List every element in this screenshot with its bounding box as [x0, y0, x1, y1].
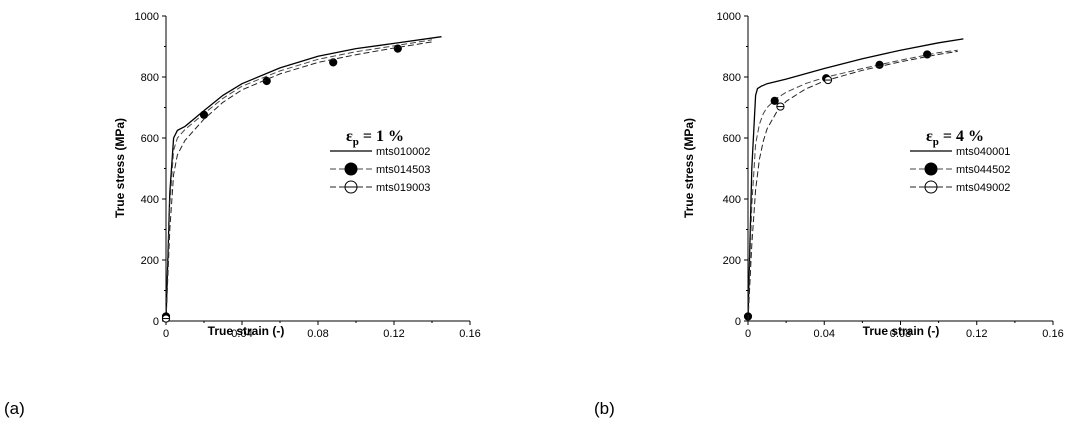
x-tick-label: 0.08 [890, 328, 911, 340]
x-axis-label-b: True strain (-) [863, 324, 940, 338]
legend-title: εp = 1 % [346, 128, 404, 148]
series-line-mts040001 [747, 38, 964, 322]
y-axis-label-b: True stress (MPa) [682, 118, 696, 218]
y-tick-label: 0 [735, 316, 741, 328]
chart-b: (b) True strain (-) True stress (MPa) 0 2… [594, 11, 1064, 418]
x-tick-label: 0.04 [814, 328, 835, 340]
series-b [743, 38, 964, 322]
legend-title-subscript: p [353, 136, 359, 148]
data-point-mts014503 [393, 44, 402, 53]
x-tick-label: 0.04 [231, 328, 252, 340]
legend-label-mts010002: mts010002 [376, 146, 430, 158]
y-tick-label: 400 [141, 194, 159, 206]
x-tick-label: 0.08 [307, 328, 328, 340]
legend-title-subscript: p [933, 136, 939, 148]
panel-label-a: (a) [4, 399, 25, 418]
series-line-mts044502 [747, 49, 958, 322]
y-tick-label: 800 [723, 72, 741, 84]
data-point-mts014503 [329, 58, 338, 67]
chart-a: (a) True strain (-) True stress (MPa) 0 2… [4, 11, 481, 418]
y-tick-label: 1000 [717, 11, 741, 23]
x-axis-label-a: True strain (-) [208, 324, 285, 338]
legend-label-mts049002: mts049002 [956, 182, 1010, 194]
y-tick-label: 1000 [135, 11, 159, 23]
y-tick-label: 400 [723, 194, 741, 206]
legend-title-value: = 1 % [359, 128, 404, 145]
y-tick-label: 600 [723, 133, 741, 145]
y-tick-label: 600 [141, 133, 159, 145]
x-tick-label: 0.12 [966, 328, 987, 340]
legend-label-mts019003: mts019003 [376, 182, 430, 194]
axes-a: 0 200 400 600 800 1000 0 0.04 0.08 0.12 0.16 [135, 11, 481, 340]
legend-marker-mts044502 [924, 162, 938, 176]
axes-b: 0 200 400 600 800 1000 0 0.04 0.08 0.12 0.16 [717, 11, 1064, 340]
y-axis-label-a: True stress (MPa) [113, 118, 127, 218]
legend-title: εp = 4 % [926, 128, 984, 148]
legend-marker-mts014503 [344, 162, 358, 176]
legend-a: εp = 1 %mts010002 mts014503 mts019003 [330, 128, 430, 194]
series-line-mts010002 [165, 36, 442, 322]
x-tick-label: 0.16 [1042, 328, 1063, 340]
series-a [161, 36, 442, 323]
legend-b: εp = 4 %mts040001 mts044502 mts049002 [910, 128, 1010, 194]
legend-label-mts040001: mts040001 [956, 146, 1010, 158]
x-tick-label: 0 [163, 328, 169, 340]
data-point-mts044502 [770, 96, 779, 105]
legend-label-mts044502: mts044502 [956, 164, 1010, 176]
series-line-mts014503 [165, 39, 433, 322]
x-tick-label: 0 [745, 328, 751, 340]
legend-title-symbol: ε [926, 128, 933, 145]
panel-label-b: (b) [594, 399, 615, 418]
legend-label-mts014503: mts014503 [376, 164, 430, 176]
y-tick-label: 800 [141, 72, 159, 84]
data-point-mts014503 [199, 110, 209, 119]
legend-title-symbol: ε [346, 128, 353, 145]
y-tick-label: 0 [153, 316, 159, 328]
y-tick-label: 200 [141, 255, 159, 267]
x-tick-label: 0.12 [383, 328, 404, 340]
x-tick-label: 0.16 [459, 328, 480, 340]
y-tick-label: 200 [723, 255, 741, 267]
legend-title-value: = 4 % [939, 128, 984, 145]
series-line-mts019003 [165, 41, 433, 322]
